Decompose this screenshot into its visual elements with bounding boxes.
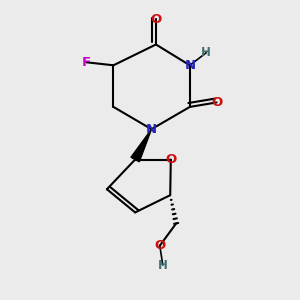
Text: H: H: [201, 46, 211, 59]
Text: H: H: [158, 259, 168, 272]
Text: O: O: [211, 96, 222, 109]
Text: N: N: [146, 123, 157, 136]
Text: O: O: [154, 239, 165, 252]
Text: O: O: [150, 13, 162, 26]
Text: F: F: [82, 56, 91, 69]
Text: O: O: [165, 153, 176, 166]
Polygon shape: [131, 129, 152, 162]
Text: N: N: [184, 59, 195, 72]
